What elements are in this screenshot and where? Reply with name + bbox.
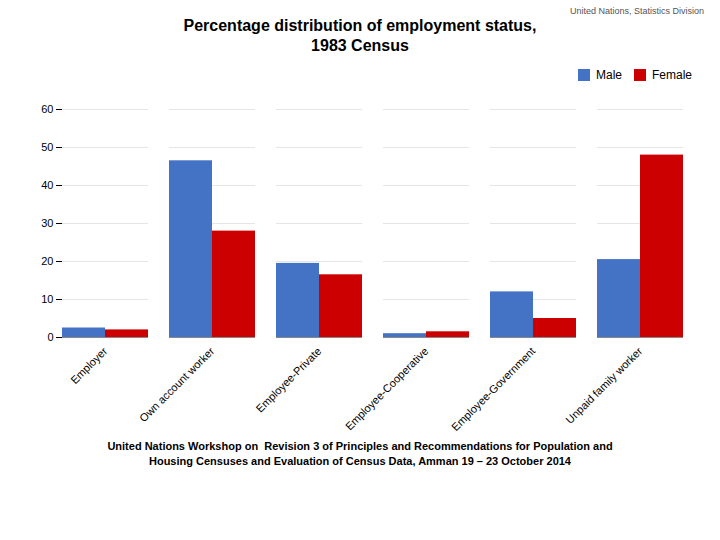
svg-text:Unpaid family worker: Unpaid family worker (563, 345, 644, 426)
svg-text:Employer: Employer (68, 345, 110, 387)
svg-text:50: 50 (41, 141, 53, 153)
svg-text:30: 30 (41, 217, 53, 229)
svg-text:60: 60 (41, 103, 53, 115)
html-text:Female: Female (652, 67, 692, 82)
html-text:Percentage distribution of emp: Percentage distribution of employment st… (183, 17, 537, 34)
svg-text:10: 10 (41, 293, 53, 305)
html-text:United Nations Workshop on Rev: United Nations Workshop on Revision 3 of… (107, 440, 613, 452)
html-text:United Nations, Statistics Div: United Nations, Statistics Division (569, 6, 704, 16)
svg-text:Employee-Private: Employee-Private (254, 345, 324, 415)
svg-text:Employee-Cooperative: Employee-Cooperative (343, 345, 431, 433)
svg-text:Employee-Government: Employee-Government (449, 345, 537, 433)
html-text:1983 Census: 1983 Census (311, 37, 409, 54)
svg-text:20: 20 (41, 255, 53, 267)
svg-text:Own account worker: Own account worker (137, 345, 217, 425)
html-text:Male: Male (596, 67, 622, 82)
svg-text:40: 40 (41, 179, 53, 191)
svg-text:0: 0 (47, 331, 53, 343)
html-text:Housing Censuses and Evaluatio: Housing Censuses and Evaluation of Censu… (149, 455, 571, 467)
